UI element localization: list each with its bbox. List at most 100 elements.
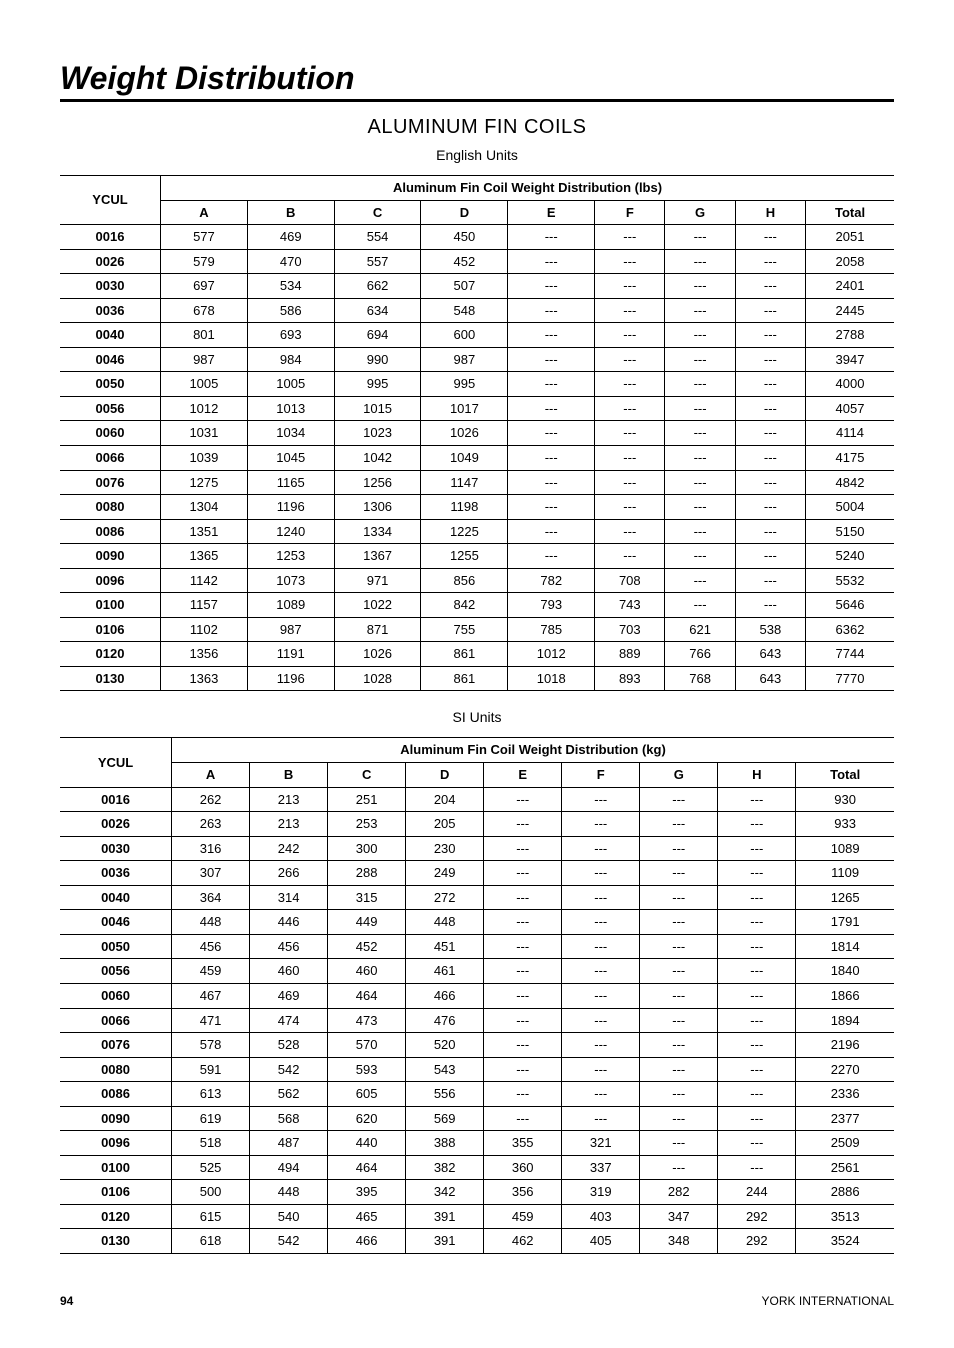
- total-cell: 1791: [796, 910, 894, 935]
- table-row: 0030697534662507------------2401: [60, 274, 894, 299]
- column-header: G: [665, 200, 735, 225]
- column-header: D: [406, 763, 484, 788]
- table-row: 010611029878717557857036215386362: [60, 617, 894, 642]
- data-cell: 460: [250, 959, 328, 984]
- data-cell: 1013: [247, 396, 334, 421]
- data-cell: 266: [250, 861, 328, 886]
- data-cell: 1367: [334, 544, 421, 569]
- data-cell: 459: [172, 959, 250, 984]
- ycul-cell: 0106: [60, 617, 161, 642]
- data-cell: ---: [562, 934, 640, 959]
- data-cell: 321: [562, 1131, 640, 1156]
- data-cell: 1365: [161, 544, 248, 569]
- data-cell: 205: [406, 812, 484, 837]
- data-cell: 249: [406, 861, 484, 886]
- data-cell: 459: [484, 1204, 562, 1229]
- data-cell: 1034: [247, 421, 334, 446]
- data-cell: 461: [406, 959, 484, 984]
- total-cell: 2051: [806, 225, 894, 250]
- table-row: 0046448446449448------------1791: [60, 910, 894, 935]
- data-cell: ---: [640, 983, 718, 1008]
- column-header: D: [421, 200, 508, 225]
- data-cell: 244: [718, 1180, 796, 1205]
- data-cell: 708: [595, 568, 665, 593]
- data-cell: 1165: [247, 470, 334, 495]
- total-cell: 1265: [796, 885, 894, 910]
- total-cell: 4057: [806, 396, 894, 421]
- data-cell: ---: [562, 1082, 640, 1107]
- column-header: Total: [806, 200, 894, 225]
- data-cell: 1022: [334, 593, 421, 618]
- data-cell: ---: [735, 347, 805, 372]
- data-cell: 347: [640, 1204, 718, 1229]
- table-row: 00761275116512561147------------4842: [60, 470, 894, 495]
- data-cell: 1142: [161, 568, 248, 593]
- data-cell: 1089: [247, 593, 334, 618]
- table-row: 0076578528570520------------2196: [60, 1033, 894, 1058]
- ycul-cell: 0036: [60, 861, 172, 886]
- data-cell: ---: [640, 910, 718, 935]
- data-cell: 568: [250, 1106, 328, 1131]
- footer-company: YORK INTERNATIONAL: [762, 1294, 894, 1308]
- data-cell: 1012: [161, 396, 248, 421]
- data-cell: 579: [161, 249, 248, 274]
- data-cell: ---: [595, 347, 665, 372]
- total-cell: 4842: [806, 470, 894, 495]
- data-cell: ---: [640, 1033, 718, 1058]
- data-cell: 307: [172, 861, 250, 886]
- ycul-cell: 0086: [60, 519, 161, 544]
- data-cell: 782: [508, 568, 595, 593]
- table-row: 0066471474473476------------1894: [60, 1008, 894, 1033]
- data-cell: ---: [735, 372, 805, 397]
- total-cell: 5240: [806, 544, 894, 569]
- data-cell: ---: [508, 396, 595, 421]
- data-cell: ---: [562, 836, 640, 861]
- data-cell: 440: [328, 1131, 406, 1156]
- data-cell: 474: [250, 1008, 328, 1033]
- total-cell: 2196: [796, 1033, 894, 1058]
- table-row: 00601031103410231026------------4114: [60, 421, 894, 446]
- data-cell: 987: [421, 347, 508, 372]
- data-cell: ---: [562, 1057, 640, 1082]
- total-cell: 3947: [806, 347, 894, 372]
- ycul-cell: 0050: [60, 934, 172, 959]
- data-cell: 871: [334, 617, 421, 642]
- data-cell: 465: [328, 1204, 406, 1229]
- data-cell: 204: [406, 787, 484, 812]
- ycul-header: YCUL: [60, 176, 161, 225]
- data-cell: ---: [562, 1033, 640, 1058]
- data-cell: 591: [172, 1057, 250, 1082]
- data-cell: 570: [328, 1033, 406, 1058]
- data-cell: 462: [484, 1229, 562, 1254]
- data-cell: ---: [640, 1131, 718, 1156]
- data-cell: 562: [250, 1082, 328, 1107]
- ycul-cell: 0100: [60, 1155, 172, 1180]
- data-cell: 990: [334, 347, 421, 372]
- total-cell: 1089: [796, 836, 894, 861]
- data-cell: 569: [406, 1106, 484, 1131]
- data-cell: 348: [640, 1229, 718, 1254]
- data-cell: 448: [172, 910, 250, 935]
- data-cell: 693: [247, 323, 334, 348]
- ycul-cell: 0016: [60, 787, 172, 812]
- data-cell: 452: [328, 934, 406, 959]
- data-cell: 613: [172, 1082, 250, 1107]
- data-cell: ---: [640, 836, 718, 861]
- table-row: 00661039104510421049------------4175: [60, 446, 894, 471]
- data-cell: ---: [665, 225, 735, 250]
- table-row: 01306185424663914624053482923524: [60, 1229, 894, 1254]
- weight-table-si: YCULAluminum Fin Coil Weight Distributio…: [60, 737, 894, 1253]
- data-cell: ---: [508, 446, 595, 471]
- data-cell: 364: [172, 885, 250, 910]
- data-cell: 1031: [161, 421, 248, 446]
- table-row: 00561012101310151017------------4057: [60, 396, 894, 421]
- data-cell: 1363: [161, 666, 248, 691]
- total-cell: 4000: [806, 372, 894, 397]
- ycul-cell: 0066: [60, 1008, 172, 1033]
- data-cell: ---: [508, 298, 595, 323]
- table-row: 0040364314315272------------1265: [60, 885, 894, 910]
- data-cell: 470: [247, 249, 334, 274]
- data-cell: ---: [665, 396, 735, 421]
- table-row: 0086613562605556------------2336: [60, 1082, 894, 1107]
- data-cell: 1039: [161, 446, 248, 471]
